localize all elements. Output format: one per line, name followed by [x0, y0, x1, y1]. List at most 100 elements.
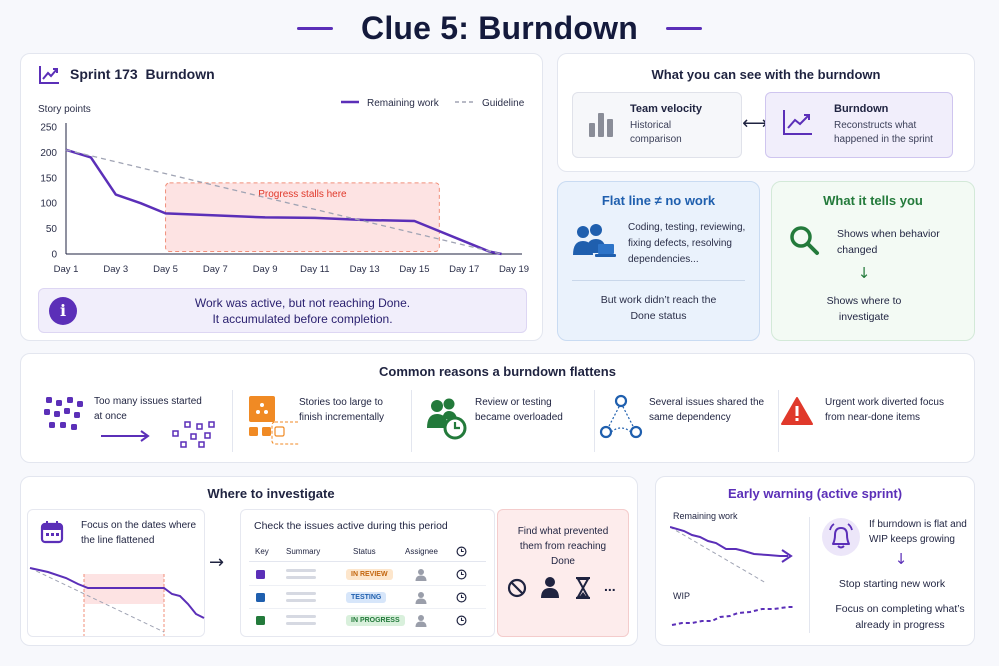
- bar-chart-icon: [589, 113, 613, 137]
- summary-placeholder: [286, 576, 316, 579]
- wip-sparkline: [671, 606, 794, 626]
- reason-divider: [594, 390, 595, 452]
- arrow-right-icon: →: [209, 552, 225, 573]
- issue-type-icon: [256, 616, 265, 625]
- tells-line-1: Shows when behavior changed: [837, 228, 940, 256]
- table-row[interactable]: TESTING: [249, 587, 486, 609]
- reason-item: Review or testing became overloaded: [419, 386, 594, 456]
- column-header: Assignee: [405, 547, 438, 556]
- bell-icon: [822, 518, 860, 556]
- y-tick-label: 250: [40, 123, 57, 134]
- mini-burndown-chart: [29, 567, 205, 636]
- y-tick-label: 50: [46, 224, 58, 235]
- user-icon: [415, 615, 427, 627]
- column-header: Key: [255, 547, 269, 556]
- investigate-card: Where to investigate Focus on the dates …: [20, 476, 638, 646]
- y-tick-label: 100: [40, 199, 57, 210]
- see-card: What you can see with the burndown Team …: [557, 53, 975, 172]
- user-icon: [415, 569, 427, 581]
- info-icon: i: [49, 297, 77, 325]
- scattered-squares-icon: [172, 421, 215, 448]
- wip-label: WIP: [673, 591, 690, 601]
- title-right-rule: [665, 26, 702, 30]
- warning-icon: [781, 397, 813, 425]
- prevent-text: Find what prevented them from reaching D…: [517, 526, 609, 567]
- x-tick-label: Day 13: [350, 264, 380, 275]
- page-header: Clue 5: Burndown: [0, 6, 999, 50]
- arrow-right-icon: [101, 430, 150, 442]
- tells-heading: What it tells you: [823, 193, 923, 208]
- velocity-title: Team velocity: [630, 103, 702, 115]
- reason-item: Stories too large to finish incrementall…: [239, 386, 409, 456]
- legend-remaining-work: Remaining work: [367, 98, 440, 109]
- trend-up-icon: [783, 110, 812, 135]
- reason-item: Too many issues started at once: [31, 386, 231, 456]
- x-tick-label: Day 19: [499, 264, 529, 275]
- burndown-card: Sprint 173 Burndown Story points Remaini…: [20, 53, 543, 341]
- y-tick-label: 200: [40, 148, 57, 159]
- status-badge: IN PROGRESS: [346, 615, 405, 626]
- tells-arrow: ↓: [857, 264, 871, 282]
- remaining-work-series: [65, 148, 502, 256]
- warning-heading: Early warning (active sprint): [727, 486, 903, 501]
- shared-dependency-icon: [599, 394, 643, 439]
- clock-icon: [456, 569, 467, 580]
- team-laptop-icon: [573, 224, 616, 257]
- reason-divider: [232, 390, 233, 452]
- x-tick-label: Day 11: [300, 264, 329, 275]
- overloaded-reviewers-icon: [427, 398, 467, 440]
- flat-line-card: Flat line ≠ no work Coding, testing, rev…: [557, 181, 760, 341]
- reason-text: Urgent work diverted focus from near-don…: [825, 397, 944, 423]
- remaining-work-label: Remaining work: [673, 511, 738, 521]
- guideline-series: [65, 149, 502, 255]
- prevent-panel: Find what prevented them from reaching D…: [497, 509, 629, 637]
- investigate-heading: Where to investigate: [207, 486, 335, 501]
- info-line-2: It accumulated before completion.: [212, 312, 393, 326]
- table-row[interactable]: IN PROGRESS: [249, 610, 486, 632]
- warning-condition: If burndown is flat and WIP keeps growin…: [869, 519, 967, 545]
- calendar-icon: [40, 521, 64, 544]
- table-row[interactable]: IN REVIEW: [249, 564, 486, 586]
- tells-card: What it tells you Shows when behavior ch…: [771, 181, 975, 341]
- x-tick-label: Day 7: [203, 264, 228, 275]
- user-icon: [415, 592, 427, 604]
- issues-table-title: Check the issues active during this peri…: [254, 520, 448, 532]
- magnifier-icon: [790, 226, 819, 255]
- more-ellipsis: ...: [604, 578, 616, 594]
- large-story-icon: [249, 396, 299, 445]
- x-tick-label: Day 9: [253, 264, 278, 275]
- dates-text: Focus on the dates where the line flatte…: [81, 520, 197, 546]
- reason-divider: [778, 390, 779, 452]
- info-line-1: Work was active, but not reaching Done.: [194, 296, 411, 310]
- warning-arrow: ↓: [894, 550, 908, 568]
- x-tick-label: Day 3: [103, 264, 128, 275]
- issues-panel: Check the issues active during this peri…: [240, 509, 495, 637]
- status-badge: TESTING: [346, 592, 387, 603]
- clock-icon: [456, 592, 467, 603]
- x-tick-label: Day 1: [54, 264, 79, 275]
- dots-cluster-icon: [44, 397, 83, 430]
- velocity-box: Team velocity Historical comparison: [572, 92, 742, 158]
- reason-item: Urgent work diverted focus from near-don…: [781, 386, 971, 456]
- title-left-rule: [297, 26, 334, 30]
- burndown-box-title: Burndown: [834, 103, 889, 115]
- flat-footer: But work didn’t reach the Done status: [600, 294, 717, 322]
- reason-text: Review or testing became overloaded: [475, 397, 563, 423]
- warning-divider: [809, 517, 810, 633]
- clock-icon: [456, 546, 467, 557]
- reasons-card: Common reasons a burndown flattens Too m…: [20, 353, 975, 463]
- burndown-chart: Story points Remaining work Guideline Pr…: [38, 98, 529, 275]
- x-tick-label: Day 17: [449, 264, 479, 275]
- warning-action-1: Stop starting new work: [838, 578, 946, 590]
- burndown-box-desc: Reconstructs what happened in the sprint: [834, 120, 933, 145]
- hourglass-icon: [576, 577, 590, 599]
- summary-placeholder: [286, 622, 316, 625]
- trend-chart-icon: [39, 66, 59, 84]
- double-arrow-icon: ⟷: [742, 113, 768, 134]
- issue-type-icon: [256, 570, 265, 579]
- velocity-desc: Historical comparison: [630, 120, 682, 145]
- info-banner: i Work was active, but not reaching Done…: [38, 288, 527, 333]
- warning-action-2: Focus on completing what’s already in pr…: [835, 603, 965, 631]
- stall-annotation: Progress stalls here: [258, 189, 347, 200]
- flat-heading: Flat line ≠ no work: [601, 193, 716, 208]
